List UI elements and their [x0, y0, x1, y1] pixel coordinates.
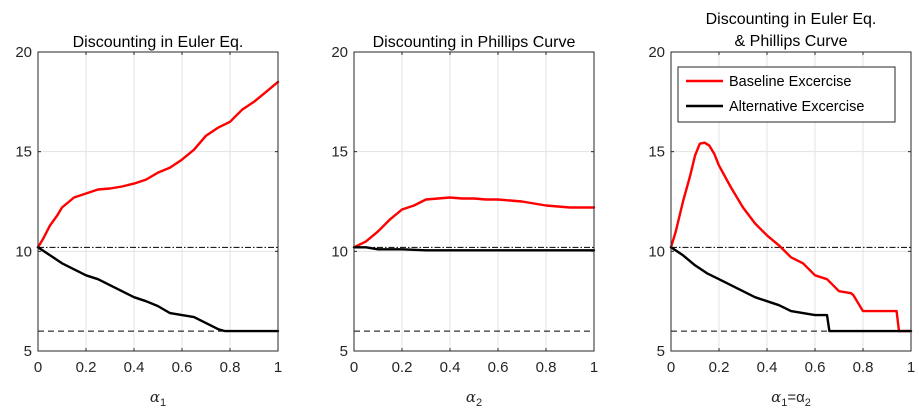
x-tick-label: 0.6 [488, 359, 509, 376]
y-tick-label: 15 [648, 144, 665, 161]
x-tick-label: 1 [907, 359, 915, 376]
reference-lines [671, 246, 911, 332]
x-tick-label: 0.8 [853, 359, 874, 376]
y-tick-label: 5 [24, 343, 32, 360]
x-tick-label: 0.6 [805, 359, 826, 376]
y-tick-label: 15 [331, 144, 348, 161]
chart-title-line-2: & Phillips Curve [735, 33, 848, 50]
x-tick-label: 0.6 [172, 359, 193, 376]
chart-title: Discounting in Phillips Curve [373, 34, 576, 51]
y-tick-label: 20 [331, 44, 348, 61]
chart-title-line-1: Discounting in Euler Eq. [706, 11, 877, 28]
y-tick-label: 20 [648, 44, 665, 61]
x-tick-label: 1 [274, 359, 282, 376]
y-tick-label: 5 [340, 343, 348, 360]
x-tick-label: 0.4 [757, 359, 778, 376]
reference-lines [354, 246, 594, 332]
series-line-black [352, 246, 596, 252]
series-line-red [669, 141, 913, 333]
legend-box [677, 66, 896, 123]
y-tick-label: 15 [15, 144, 32, 161]
legend-label-baseline: Baseline Excercise [729, 74, 852, 90]
y-tick-label: 10 [15, 243, 32, 260]
series-line-red [36, 80, 280, 249]
chart-title: Discounting in Euler Eq. [73, 34, 244, 51]
series-lines [352, 196, 596, 252]
legend: Baseline Excercise Alternative Excercise [677, 66, 896, 123]
x-tick-label: 0 [34, 359, 42, 376]
x-axis-label: α2 [466, 388, 482, 409]
plot-frame [37, 51, 279, 352]
grid-lines [353, 51, 595, 352]
x-axis-label: α1=α2 [771, 388, 811, 409]
x-tick-label: 0 [350, 359, 358, 376]
x-tick-label: 0.8 [220, 359, 241, 376]
x-tick-label: 1 [590, 359, 598, 376]
x-tick-label: 0 [667, 359, 675, 376]
y-tick-label: 20 [15, 44, 32, 61]
x-tick-label: 0.4 [124, 359, 145, 376]
x-tick-label: 0.2 [392, 359, 413, 376]
series-line-red [352, 196, 596, 249]
series-lines [36, 80, 280, 333]
x-tick-label: 0.2 [76, 359, 97, 376]
x-tick-label: 0.2 [709, 359, 730, 376]
reference-lines [38, 246, 278, 332]
x-tick-label: 0.4 [440, 359, 461, 376]
legend-label-alternative: Alternative Excercise [729, 99, 864, 115]
series-line-black [36, 246, 280, 333]
plot-frame [670, 51, 912, 352]
y-tick-label: 10 [648, 243, 665, 260]
plot-frame [353, 51, 595, 352]
x-tick-label: 0.8 [536, 359, 557, 376]
x-axis-label: α1 [150, 388, 166, 409]
y-tick-label: 5 [657, 343, 665, 360]
y-tick-label: 10 [331, 243, 348, 260]
series-line-black [669, 246, 913, 333]
series-lines [669, 141, 913, 333]
